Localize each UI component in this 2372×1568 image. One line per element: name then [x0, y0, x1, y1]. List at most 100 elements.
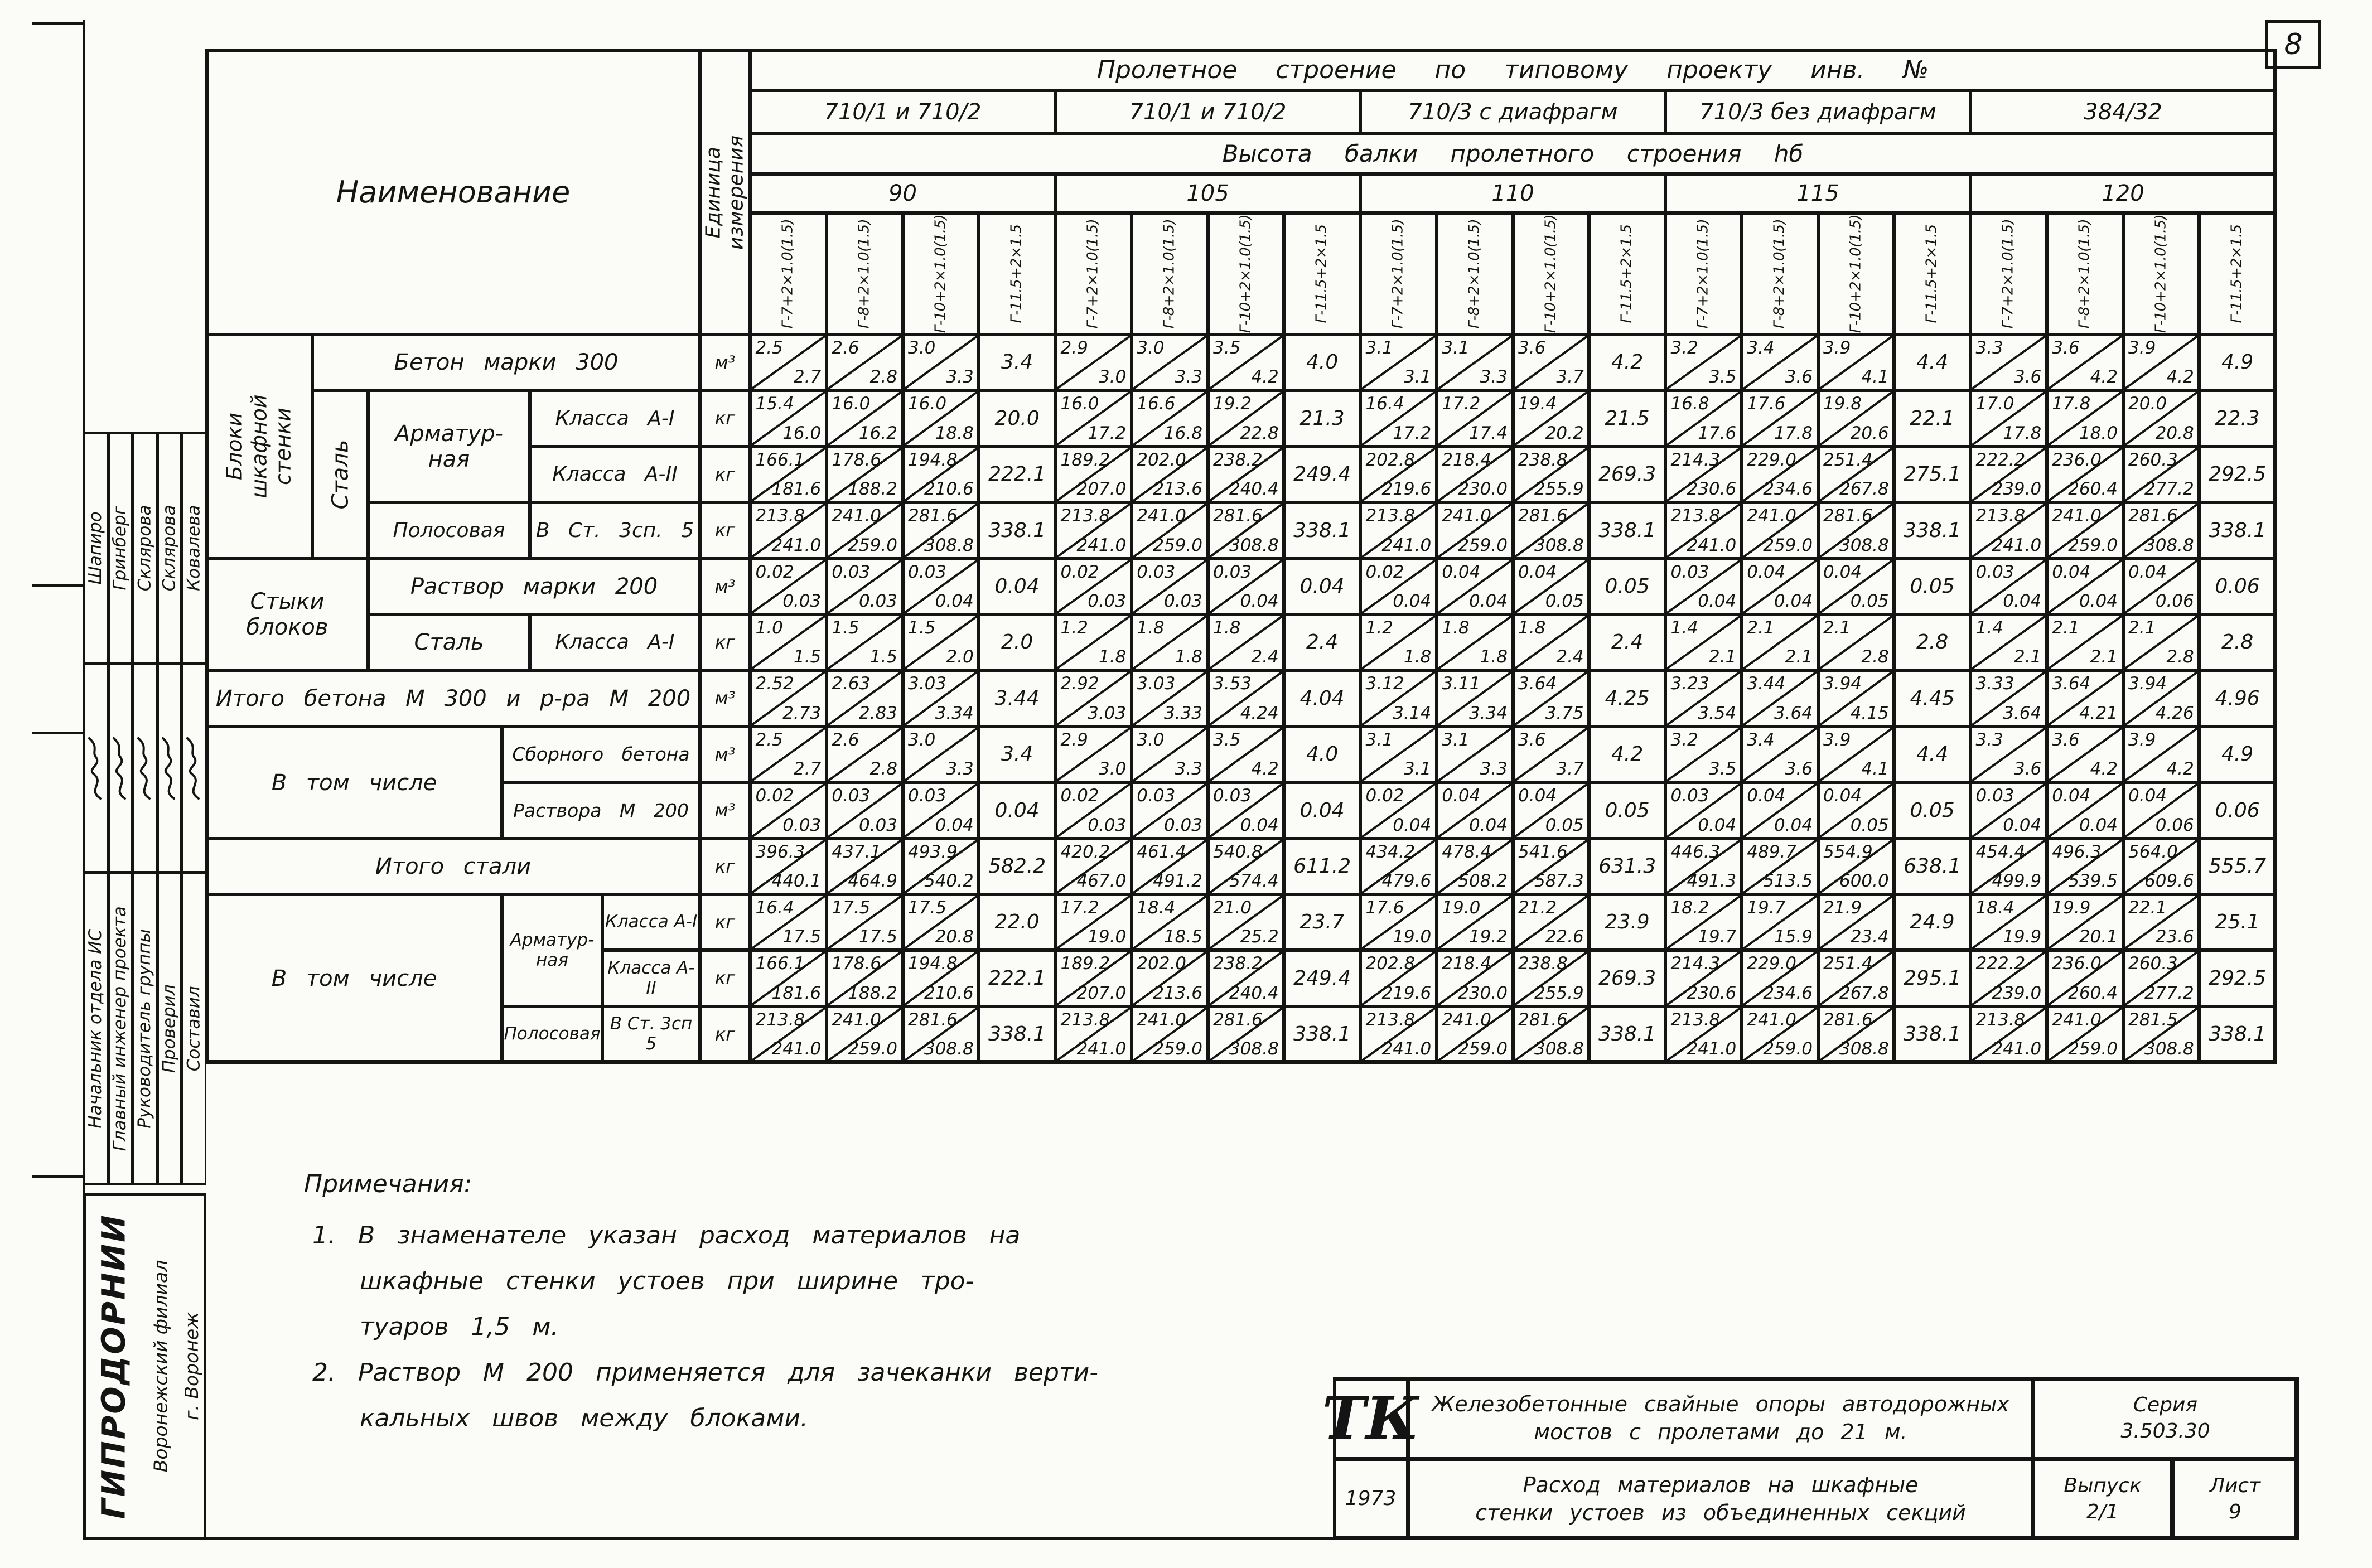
numerator: 1.8: [1442, 617, 1470, 638]
data-cell-total: 0.06: [2199, 782, 2276, 839]
denominator: 609.6: [2144, 871, 2194, 892]
numerator: 0.03: [908, 562, 947, 582]
denominator: 4.15: [1850, 703, 1889, 724]
numerator: 3.03: [908, 673, 947, 694]
margin-tick: [32, 22, 83, 25]
beam-height-cell: 110: [1360, 174, 1665, 213]
numerator: 541.6: [1518, 841, 1568, 862]
column-spec-header: Г-10+2×1.0(1.5): [1207, 213, 1284, 335]
data-cell-total: 555.7: [2199, 839, 2276, 894]
sheet-number-box: 8: [2265, 20, 2321, 69]
row-label-text: В Ст. 3сп 5: [610, 1014, 693, 1054]
data-cell: 3.3 3.6: [1970, 727, 2047, 782]
numerator: 260.3: [2128, 449, 2178, 470]
note-text: 2. Раствор М 200 применяется для зачекан…: [312, 1358, 1099, 1387]
data-cell: 3.03 3.33: [1131, 670, 1208, 727]
data-cell-total: 24.9: [1894, 894, 1970, 950]
data-cell: 251.4 267.8: [1818, 447, 1895, 502]
denominator: 0.03: [1088, 815, 1127, 836]
denominator: 3.6: [2013, 367, 2042, 388]
data-cell: 241.0 259.0: [1741, 502, 1818, 559]
numerator: 281.6: [908, 1009, 958, 1030]
data-cell: 16.0 16.2: [826, 390, 903, 447]
signatory-name-text: Склярова: [134, 505, 155, 591]
unit-cell: м³: [700, 782, 750, 839]
data-cell: 241.0 259.0: [826, 1006, 903, 1062]
denominator: 277.2: [2144, 479, 2194, 500]
row-label-total-concrete: Итого бетона М 300 и р-ра М 200: [206, 670, 700, 727]
denominator: 508.2: [1458, 871, 1508, 892]
numerator: 3.0: [908, 729, 936, 750]
total-value: 23.9: [1605, 911, 1650, 934]
numerator: 218.4: [1442, 449, 1492, 470]
column-spec-header: Г-8+2×1.0(1.5): [2046, 213, 2123, 335]
numerator: 0.04: [1747, 785, 1786, 806]
numerator: 202.0: [1137, 449, 1187, 470]
numerator: 213.8: [1975, 1009, 2026, 1030]
data-cell: 241.0 259.0: [1436, 1006, 1513, 1062]
total-value: 4.4: [1916, 743, 1949, 766]
project-header-cell: 710/1 и 710/2: [1055, 90, 1360, 134]
total-value: 25.1: [2215, 911, 2260, 934]
data-cell-total: 2.0: [979, 614, 1055, 670]
numerator: 0.02: [1365, 785, 1404, 806]
project-header-text: 710/1 и 710/2: [1129, 99, 1287, 125]
numerator: 3.03: [1137, 673, 1176, 694]
numerator: 564.0: [2128, 841, 2178, 862]
data-cell: 166.1 181.6: [750, 950, 827, 1006]
title-block-sheet-title: Расход материалов на шкафные стенки усто…: [1408, 1459, 2033, 1539]
data-cell-total: 338.1: [1894, 1006, 1970, 1062]
numerator: 17.6: [1365, 897, 1404, 918]
denominator: 17.5: [782, 927, 822, 947]
total-value: 3.4: [1001, 743, 1033, 766]
data-cell: 260.3 277.2: [2123, 950, 2200, 1006]
numerator: 281.6: [1518, 1009, 1568, 1030]
row-label-text: Итого бетона М 300 и р-ра М 200: [215, 685, 691, 712]
numerator: 194.8: [908, 953, 958, 974]
row-label-mortar-200: Раствор марки 200: [368, 559, 700, 614]
numerator: 0.04: [1518, 562, 1557, 582]
numerator: 3.5: [1213, 337, 1241, 358]
data-cell-total: 4.4: [1894, 727, 1970, 782]
data-cell: 18.4 18.5: [1131, 894, 1208, 950]
data-cell: 0.03 0.04: [1970, 782, 2047, 839]
numerator: 251.4: [1823, 449, 1873, 470]
data-cell: 178.6 188.2: [826, 447, 903, 502]
data-cell: 16.6 16.8: [1131, 390, 1208, 447]
row-label-concrete-300: Бетон марки 300: [312, 335, 700, 390]
numerator: 17.0: [1975, 393, 2014, 414]
total-value: 4.2: [1611, 351, 1644, 374]
denominator: 2.7: [793, 759, 822, 780]
signatory-name: Шапиро: [84, 432, 108, 664]
data-cell-total: 0.04: [979, 782, 1055, 839]
total-value: 0.04: [1299, 798, 1345, 822]
denominator: 2.4: [1251, 647, 1279, 667]
denominator: 239.0: [1992, 983, 2042, 1004]
data-cell-total: 4.04: [1284, 670, 1360, 727]
total-value: 4.2: [1611, 743, 1644, 766]
notes-heading: Примечания:: [304, 1170, 996, 1198]
denominator: 440.1: [771, 871, 822, 892]
data-cell: 213.8 241.0: [1055, 502, 1132, 559]
numerator: 461.4: [1137, 841, 1187, 862]
numerator: 194.8: [908, 449, 958, 470]
numerator: 222.2: [1975, 449, 2026, 470]
project-header-cell: 710/3 без диафрагм: [1665, 90, 1970, 134]
numerator: 0.02: [1365, 562, 1404, 582]
column-spec-text: Г-8+2×1.0(1.5): [1771, 219, 1788, 329]
denominator: 219.6: [1381, 479, 1432, 500]
data-cell: 21.9 23.4: [1818, 894, 1895, 950]
denominator: 241.0: [1992, 1039, 2042, 1059]
data-cell: 0.02 0.04: [1360, 559, 1437, 614]
denominator: 259.0: [848, 1039, 897, 1059]
data-cell: 218.4 230.0: [1436, 950, 1513, 1006]
data-cell: 478.4 508.2: [1436, 839, 1513, 894]
data-cell: 0.03 0.04: [902, 559, 979, 614]
data-cell: 2.63 2.83: [826, 670, 903, 727]
column-spec-text: Г-7+2×1.0(1.5): [1999, 219, 2017, 329]
data-cell: 15.4 16.0: [750, 390, 827, 447]
data-cell-total: 0.04: [1284, 559, 1360, 614]
data-cell: 2.1 2.1: [1741, 614, 1818, 670]
unit-cell: кг: [700, 390, 750, 447]
unit-text: кг: [714, 408, 736, 429]
